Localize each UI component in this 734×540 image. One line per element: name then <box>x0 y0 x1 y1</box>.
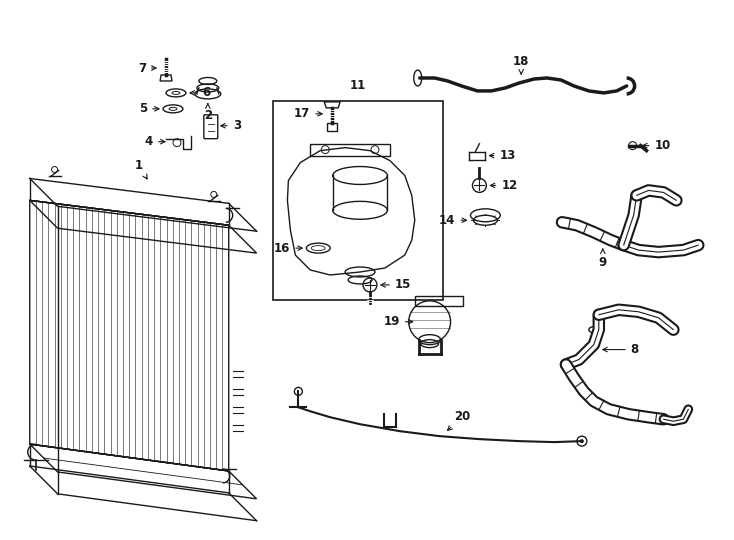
Text: 4: 4 <box>145 135 165 148</box>
Text: 1: 1 <box>135 159 147 179</box>
Text: 18: 18 <box>513 55 529 74</box>
Text: 19: 19 <box>383 315 413 328</box>
Bar <box>415 296 462 306</box>
Text: 17: 17 <box>294 107 322 120</box>
Circle shape <box>580 439 584 443</box>
Text: 12: 12 <box>490 179 517 192</box>
Bar <box>327 123 337 131</box>
Text: 11: 11 <box>350 79 366 92</box>
Text: 6: 6 <box>190 86 210 99</box>
Text: 16: 16 <box>274 241 302 255</box>
Text: 20: 20 <box>448 410 470 430</box>
Text: 13: 13 <box>490 149 515 162</box>
Text: 7: 7 <box>138 62 156 75</box>
Text: 2: 2 <box>204 104 212 122</box>
Text: 3: 3 <box>221 119 241 132</box>
Text: 15: 15 <box>381 279 411 292</box>
Text: 14: 14 <box>439 214 466 227</box>
Text: 10: 10 <box>642 139 671 152</box>
Bar <box>274 101 443 300</box>
Text: 9: 9 <box>599 249 607 268</box>
Bar <box>310 144 390 156</box>
Text: 8: 8 <box>603 343 639 356</box>
Text: 5: 5 <box>139 103 159 116</box>
